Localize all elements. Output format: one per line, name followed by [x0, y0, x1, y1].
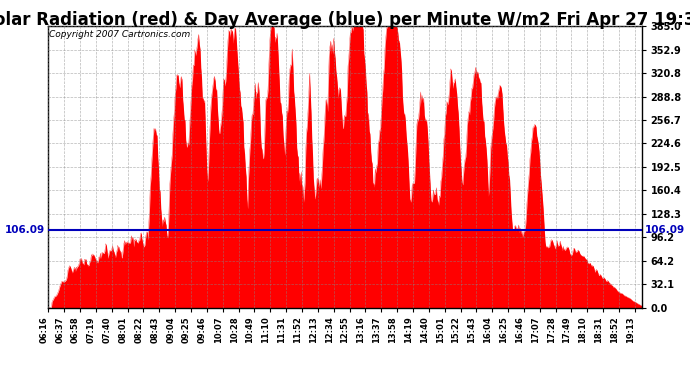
Text: Copyright 2007 Cartronics.com: Copyright 2007 Cartronics.com	[50, 30, 190, 39]
Text: 106.09: 106.09	[6, 225, 46, 235]
Text: 106.09: 106.09	[644, 225, 684, 235]
Text: Solar Radiation (red) & Day Average (blue) per Minute W/m2 Fri Apr 27 19:33: Solar Radiation (red) & Day Average (blu…	[0, 11, 690, 29]
